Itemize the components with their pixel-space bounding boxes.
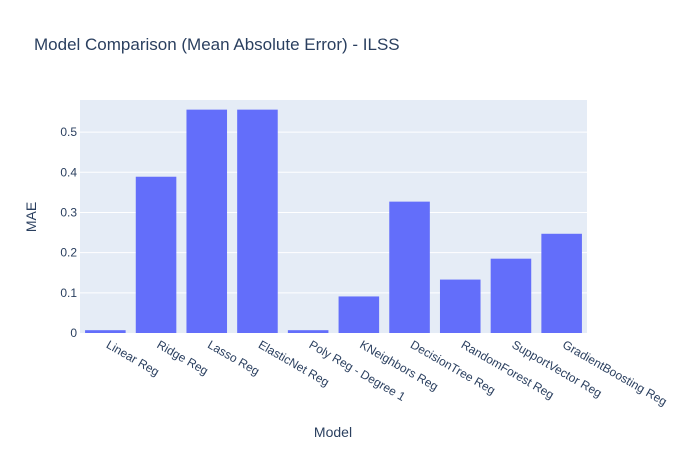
y-tick-label: 0.2 xyxy=(60,246,77,260)
bar xyxy=(338,296,380,333)
x-tick-label: DecisionTree Reg xyxy=(408,337,498,397)
x-tick-label: RandomForest Reg xyxy=(459,337,557,401)
bar xyxy=(439,279,481,333)
bar xyxy=(186,109,228,333)
bar xyxy=(85,330,126,333)
bar xyxy=(287,330,329,333)
chart-title: Model Comparison (Mean Absolute Error) -… xyxy=(34,35,400,54)
y-tick-labels: 0 0.1 0.2 0.3 0.4 0.5 xyxy=(60,125,77,340)
bar xyxy=(541,233,582,333)
bar xyxy=(490,258,532,333)
bar xyxy=(237,109,278,333)
y-tick-label: 0.1 xyxy=(60,286,77,300)
bar xyxy=(389,201,430,333)
y-axis-title: MAE xyxy=(23,202,39,232)
x-tick-label: SupportVector Reg xyxy=(509,337,604,400)
bar xyxy=(135,176,177,333)
x-tick-label: Lasso Reg xyxy=(205,337,262,378)
x-tick-label: Ridge Reg xyxy=(155,337,211,377)
y-tick-label: 0.3 xyxy=(60,205,77,219)
y-tick-label: 0.4 xyxy=(60,165,77,179)
y-tick-label: 0 xyxy=(70,326,77,340)
y-tick-label: 0.5 xyxy=(60,125,77,139)
x-tick-label: Linear Reg xyxy=(104,337,162,378)
bars xyxy=(85,109,582,333)
x-axis-title: Model xyxy=(314,424,352,440)
